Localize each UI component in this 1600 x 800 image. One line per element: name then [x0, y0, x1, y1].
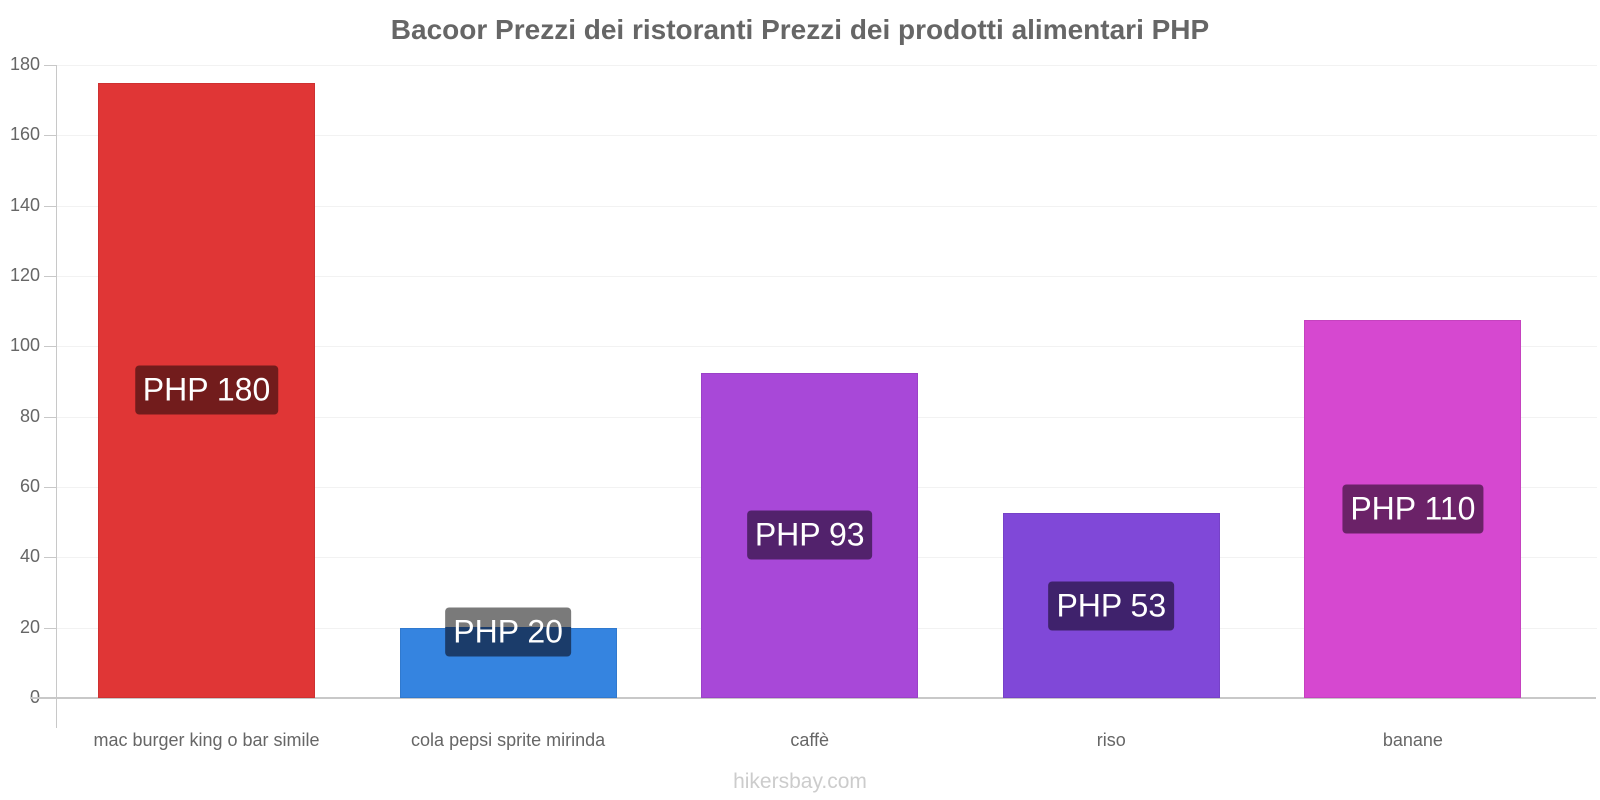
data-label: PHP 20 — [445, 607, 571, 657]
y-tick-label: 40 — [19, 546, 40, 567]
x-axis-line — [30, 697, 1596, 699]
y-tick-label: 120 — [9, 265, 40, 285]
y-axis-line — [56, 65, 57, 728]
y-tick-mark — [44, 487, 56, 488]
data-label: PHP 180 — [134, 365, 279, 415]
y-tick-mark — [44, 557, 56, 559]
y-tick-mark — [44, 276, 56, 277]
y-tick-label: 100 — [9, 335, 40, 356]
y-tick-mark — [44, 135, 56, 137]
data-label: PHP 53 — [1048, 581, 1175, 631]
y-tick-mark — [44, 346, 56, 348]
bar[interactable] — [701, 372, 919, 698]
y-tick-mark — [44, 416, 56, 418]
grid-line — [57, 135, 1597, 137]
y-tick-label: 20 — [19, 616, 40, 637]
x-tick-label: banane — [1382, 730, 1443, 750]
data-label: PHP 110 — [1342, 484, 1484, 534]
data-label: PHP 93 — [746, 510, 873, 560]
y-tick-label: 140 — [9, 194, 40, 215]
grid-line — [57, 65, 1597, 66]
y-tick-mark — [44, 65, 56, 66]
grid-line — [57, 205, 1597, 207]
watermark: hikersbay.com — [733, 770, 867, 793]
y-tick-mark — [44, 627, 56, 629]
y-tick-label: 60 — [19, 476, 40, 496]
y-tick-label: 80 — [19, 405, 40, 426]
grid-line — [57, 346, 1597, 348]
y-tick-label: 160 — [9, 124, 40, 145]
x-tick-label: caffè — [790, 730, 830, 750]
grid-line — [57, 276, 1597, 277]
chart-title: Bacoor Prezzi dei ristoranti Prezzi dei … — [390, 14, 1210, 45]
x-tick-label: mac burger king o bar simile — [93, 730, 320, 750]
x-tick-label: riso — [1096, 730, 1126, 750]
x-tick-label: cola pepsi sprite mirinda — [411, 730, 606, 750]
y-tick-label: 180 — [9, 54, 40, 74]
y-tick-mark — [44, 205, 56, 207]
